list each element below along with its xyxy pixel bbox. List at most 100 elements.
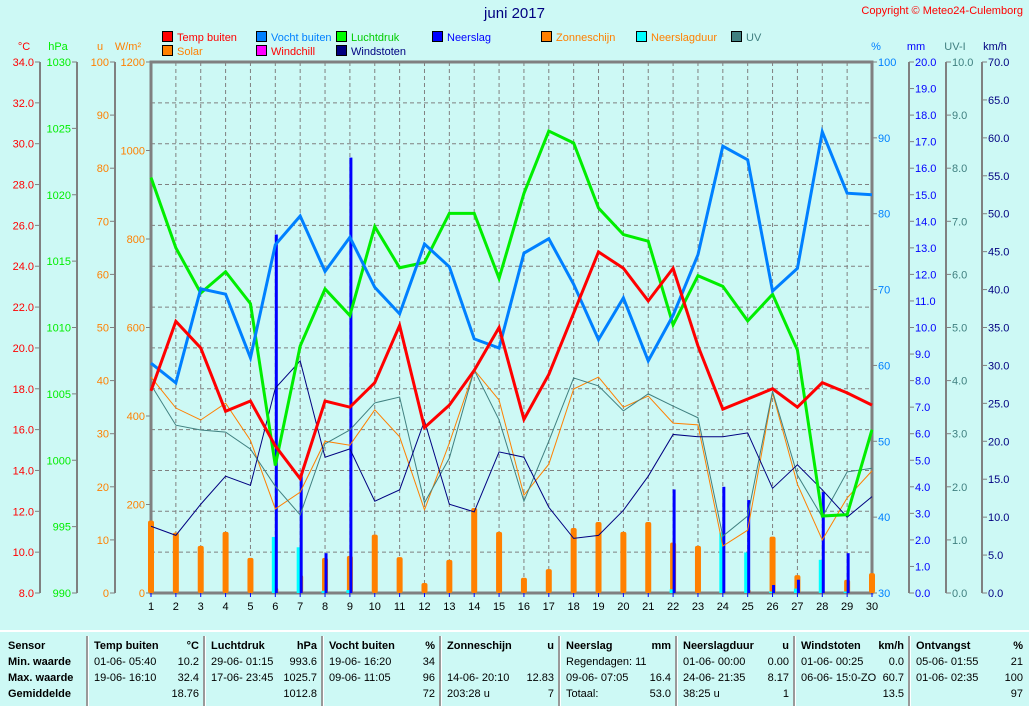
axis-tick-label: 70.0: [988, 57, 1009, 69]
legend-item: Temp buiten: [162, 31, 237, 44]
zonneschijn-bar: [471, 508, 478, 593]
axis-tick-label: 8.0: [952, 163, 967, 175]
stat-timestamp: 09-06- 11:05: [329, 672, 391, 684]
legend-item: Windstoten: [336, 45, 406, 58]
neerslag-bar: [672, 489, 676, 593]
zonneschijn-bar: [869, 573, 875, 593]
axis-tick-label: 11.0: [915, 296, 936, 308]
neerslag-bar: [821, 492, 825, 593]
axis-tick-label: 16.0: [13, 425, 34, 437]
legend-label: Neerslag: [447, 32, 492, 44]
legend-swatch: [162, 31, 173, 42]
legend-label: Windstoten: [351, 46, 407, 58]
zonneschijn-bar: [172, 532, 179, 593]
x-tick-label: 21: [642, 601, 654, 613]
axis-unit-label: %: [871, 41, 881, 53]
axis-tick-label: 1015: [47, 256, 71, 268]
axis-tick-label: 5.0: [988, 550, 1003, 562]
zonneschijn-bar: [769, 536, 776, 593]
zonneschijn-bar: [545, 569, 552, 593]
stat-timestamp: 38:25 u: [683, 688, 720, 700]
axis-tick-label: 60.0: [988, 133, 1009, 145]
column-header: Neerslagduur: [683, 640, 754, 652]
axis-tick-label: 24.0: [13, 261, 34, 273]
x-tick-label: 28: [816, 601, 828, 613]
axis-unit-label: u: [97, 41, 103, 53]
x-tick-label: 2: [173, 601, 179, 613]
copyright-link[interactable]: Copyright © Meteo24-Culemborg: [861, 5, 1023, 17]
column-divider: [793, 636, 796, 706]
axis-tick-label: 3.0: [915, 508, 930, 520]
zonneschijn-bar: [222, 531, 229, 593]
axis-tick-label: 1.0: [952, 535, 967, 547]
axis-tick-label: 1030: [47, 57, 71, 69]
axis-tick-label: 50: [878, 436, 890, 448]
neerslag-bar: [299, 473, 303, 593]
legend-item: Neerslagduur: [636, 31, 717, 44]
x-tick-label: 13: [443, 601, 455, 613]
axis-tick-label: 6.0: [952, 269, 967, 281]
neerslagduur-bar: [271, 536, 277, 593]
axis-tick-label: 20.0: [988, 436, 1009, 448]
axis-tick-label: 0.0: [988, 588, 1003, 600]
axis-tick-label: 90: [97, 110, 109, 122]
axis-tick-label: 32.0: [13, 98, 34, 110]
axis-tick-label: 10.0: [915, 323, 936, 335]
legend-item: Zonneschijn: [541, 31, 615, 44]
neerslagduur-bar: [719, 532, 725, 593]
neerslagduur-bar: [346, 590, 352, 593]
column-header: Vocht buiten: [329, 640, 395, 652]
x-tick-label: 18: [568, 601, 580, 613]
axis-tick-label: 60: [878, 360, 890, 372]
neerslagduur-bar: [669, 589, 675, 593]
neerslagduur-bar: [744, 552, 750, 593]
row-label: Gemiddelde: [8, 688, 71, 700]
x-tick-label: 12: [418, 601, 430, 613]
axis-tick-label: 1025: [47, 123, 71, 135]
zonneschijn-bar: [421, 583, 428, 593]
neerslag-bar: [772, 585, 776, 593]
stat-value: 21: [1010, 656, 1023, 668]
x-tick-label: 7: [297, 601, 303, 613]
stat-timestamp: 19-06- 16:10: [94, 672, 157, 684]
row-label: Max. waarde: [8, 672, 74, 684]
stat-timestamp: Regendagen: 11: [566, 656, 647, 668]
column-unit: mm: [651, 640, 671, 652]
solar-line: [150, 368, 873, 547]
axis-tick-label: 10: [97, 535, 109, 547]
axis-tick-label: 0.0: [915, 588, 930, 600]
temp-buiten-line: [149, 249, 873, 482]
stat-value: 18.76: [171, 688, 199, 700]
stat-value: 0.0: [888, 656, 904, 668]
stat-value: 10.2: [177, 656, 199, 668]
axis-tick-label: 0: [139, 588, 145, 600]
axis-tick-label: 100: [878, 57, 896, 69]
axis-tick-label: 30: [97, 429, 109, 441]
axis-tick-label: 80: [97, 163, 109, 175]
axis-tick-label: 35.0: [988, 323, 1009, 335]
axis-tick-label: 19.0: [915, 84, 936, 96]
axis-tick-label: 7.0: [915, 402, 930, 414]
column-header: Neerslag: [566, 640, 613, 652]
zonneschijn-bar: [496, 531, 503, 593]
axis-tick-label: 30.0: [988, 360, 1009, 372]
legend-label: Temp buiten: [177, 32, 237, 44]
column-divider: [321, 636, 324, 706]
axis-tick-label: 60: [97, 269, 109, 281]
axis-tick-label: 50.0: [988, 209, 1009, 221]
neerslag-bar: [349, 157, 353, 593]
axis-tick-label: 4.0: [915, 482, 930, 494]
column-unit: u: [547, 640, 554, 652]
legend-swatch: [636, 31, 647, 42]
stat-timestamp: 29-06- 01:15: [211, 656, 274, 668]
x-tick-label: 22: [667, 601, 679, 613]
axis-unit-label: mm: [907, 41, 925, 53]
stats-table: Sensor Min. waarde Max. waarde Gemiddelde Te…: [0, 630, 1029, 706]
legend-item: Luchtdruk: [336, 31, 399, 44]
stat-value: 1025.7: [283, 672, 317, 684]
legend-swatch: [541, 31, 552, 42]
axis-tick-label: 9.0: [952, 110, 967, 122]
x-tick-label: 5: [247, 601, 253, 613]
stat-timestamp: 24-06- 21:35: [683, 672, 746, 684]
axis-tick-label: 1020: [47, 190, 71, 202]
